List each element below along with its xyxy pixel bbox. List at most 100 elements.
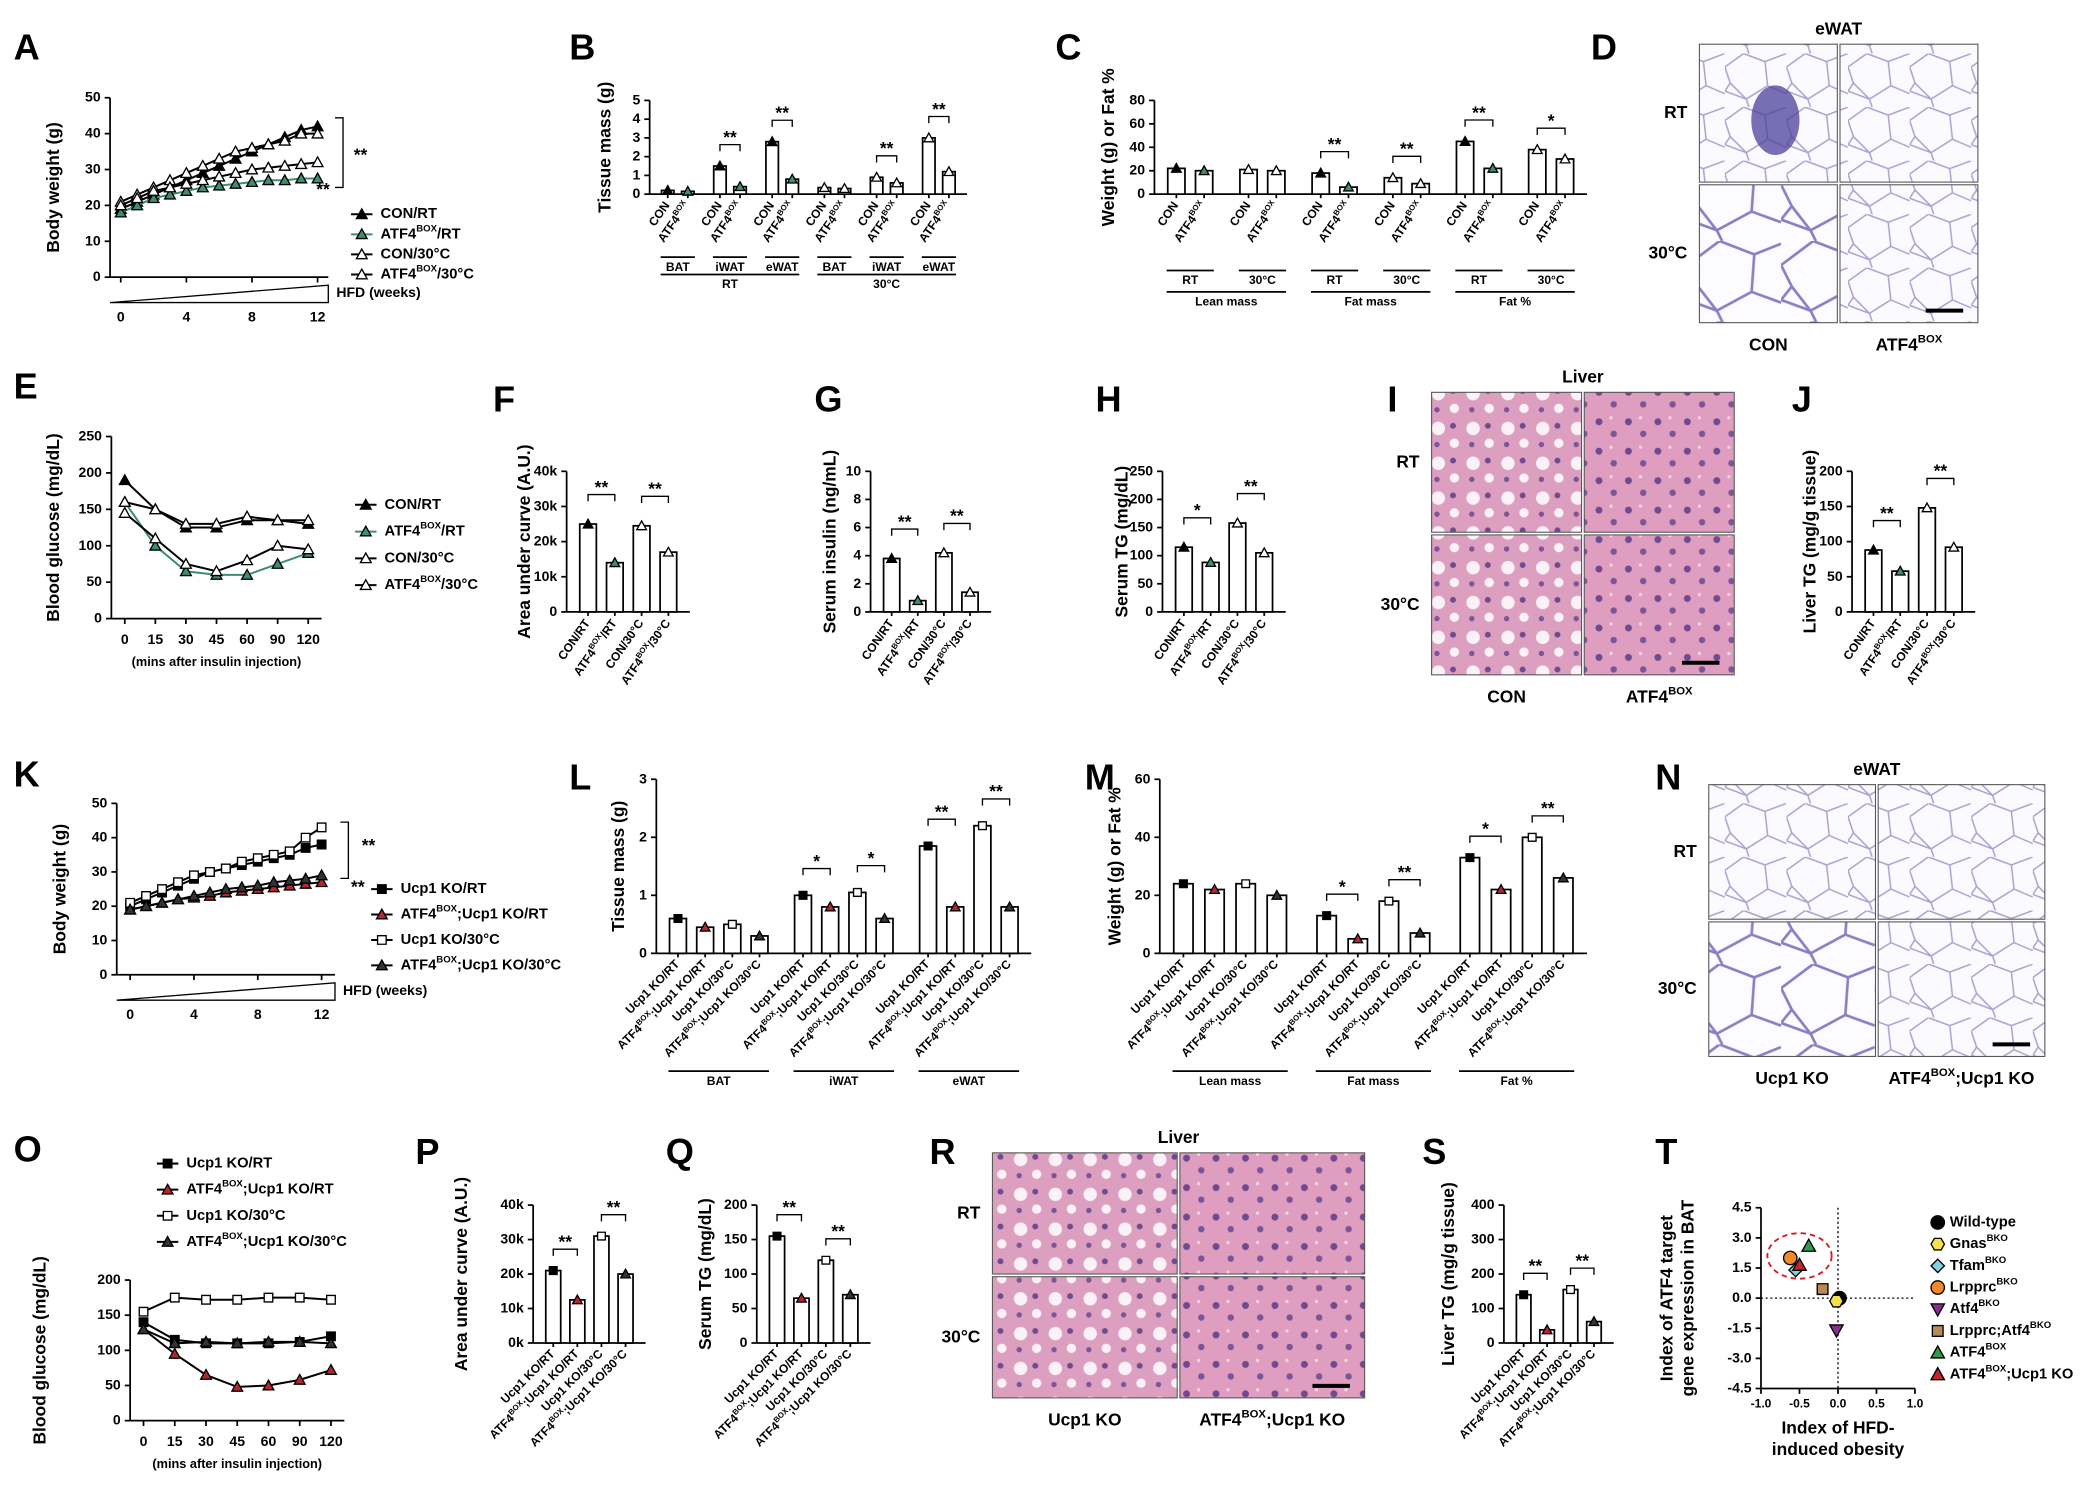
y-tick-label: 0 [853,603,861,619]
data-point [283,873,297,886]
data-point [1828,1294,1844,1308]
text-run: 150 [1130,518,1154,534]
y-tick-label: 3.0 [1732,1229,1752,1245]
text-run: 30 [198,1433,214,1449]
text-run: 100 [79,536,103,552]
text-run: 40 [1129,138,1145,154]
text-run: -0.5 [1789,1397,1810,1411]
y-tick-label: 5 [632,91,640,107]
data-point [212,178,226,191]
panel-letter: F [493,378,515,419]
group-label: 30°C [1538,273,1565,287]
group-marker [635,519,648,531]
text-run: 200 [1819,462,1843,478]
group-label: iWAT [872,260,902,274]
text-run: B [569,26,595,67]
y-tick-label: 20 [85,196,101,212]
y-tick-label: 60 [1135,770,1151,786]
bar [1490,888,1512,955]
panel-letter: G [814,378,842,419]
x-tick-label: 0.0 [1830,1397,1847,1411]
text-run: Index of HFD- [1781,1417,1894,1437]
data-point [188,870,199,881]
text-run: 100 [1819,532,1843,548]
panel-letter: B [569,26,595,67]
micrograph [1839,43,1979,183]
data-point [229,166,243,179]
data-point [199,1368,213,1380]
data-point [311,171,325,184]
y-tick-label: 100 [1471,1299,1495,1315]
data-point [324,1336,338,1349]
data-point [114,205,128,218]
text-run: 30°C [942,1326,981,1346]
group-marker [911,594,924,606]
text-run: Ucp1 KO/RT [186,1155,272,1171]
bar [1521,836,1543,955]
x-axis-title: HFD (weeks) [336,284,420,300]
significance: ** [782,1197,796,1217]
x-tick-label: 0 [121,631,129,647]
data-point [235,880,249,893]
group-marker [1541,1323,1554,1335]
data-point [1800,1237,1817,1252]
bar [793,894,813,955]
text-run: 50 [1137,575,1153,591]
significance: ** [1541,798,1555,818]
data-point [294,1292,305,1303]
significance: ** [1575,1250,1589,1270]
text-run: Serum TG (mg/dL) [694,1198,714,1350]
y-tick-label: 20 [92,897,108,913]
bar [921,137,936,196]
bar [793,1297,810,1344]
text-run: 30°C [1538,273,1565,287]
x-axis-title: (mins after insulin injection) [152,1456,322,1471]
text-run: /RT [437,226,461,242]
group-marker [1559,152,1571,164]
group-label: eWAT [923,260,956,274]
text-run: Fat % [1501,1074,1533,1088]
text-run: O [14,1128,42,1169]
superscript: BOX [931,197,949,217]
text-run: ATF4 [1626,686,1669,706]
significance-bracket [1183,517,1212,525]
text-run: RT [1396,451,1420,471]
data-point [252,853,263,864]
text-run: ATF4 [1904,655,1932,687]
x-tick-label: 4 [182,308,190,324]
micrograph [1877,784,2046,920]
x-tick-label: 1.0 [1907,1397,1924,1411]
text-run: Body weight (g) [49,824,69,954]
text-run: ATF4 [186,1234,223,1250]
hfd-ramp [116,982,336,1001]
data-point [118,495,132,508]
x-tick-label: 45 [209,631,225,647]
data-point [204,866,215,877]
significance-bracket [1536,127,1566,135]
row-label: 30°C [1648,242,1687,262]
y-axis-title: Tissue mass (g) [607,801,627,932]
y-tick-label: 10k [534,567,558,583]
y-tick-label: 200 [724,1196,748,1212]
text-run: RT [1674,841,1698,861]
significance-bracket [1469,835,1502,843]
y-tick-label: 150 [1819,497,1843,513]
significance-bracket [856,864,886,873]
y-tick-label: 50 [1137,575,1153,591]
text-run: CON [1515,199,1542,229]
panel-letter: T [1655,1131,1677,1172]
superscript: BOX [1403,197,1421,217]
y-tick-label: 200 [97,1271,121,1287]
text-run: ATF4 [401,906,438,922]
superscript: BOX [416,223,437,234]
group-label: Lean mass [1199,1074,1262,1088]
y-tick-label: 0.0 [1732,1289,1752,1305]
group-marker [713,159,726,171]
group-marker [818,181,831,193]
text-run: iWAT [829,1074,859,1088]
text-run: 20 [85,196,101,212]
text-run: ;Ucp1 KO/30°C [457,957,561,973]
data-point [163,187,177,200]
x-axis-title: Index of HFD- [1781,1417,1894,1437]
text-run: ;Ucp1 KO [1955,1068,2034,1088]
